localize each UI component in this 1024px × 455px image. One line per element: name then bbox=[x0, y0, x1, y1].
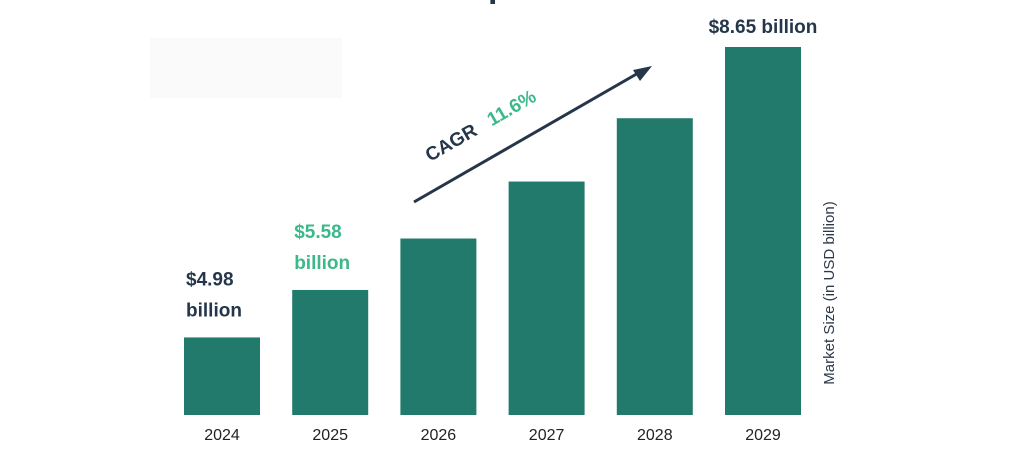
x-tick-2027: 2027 bbox=[529, 427, 565, 444]
y-axis-label: Market Size (in USD billion) bbox=[821, 201, 838, 384]
x-tick-labels: 2024 2025 2026 2027 2028 2029 bbox=[204, 427, 781, 444]
bars-group bbox=[184, 47, 801, 416]
cagr-arrow bbox=[413, 70, 641, 204]
x-tick-2028: 2028 bbox=[637, 427, 673, 444]
bar-2024 bbox=[184, 337, 260, 415]
chart-title-fragment: p bbox=[488, 0, 528, 4]
data-label-2024: $4.98 billion bbox=[186, 269, 242, 321]
data-label-2025: $5.58 billion bbox=[294, 222, 350, 274]
x-tick-2025: 2025 bbox=[312, 427, 348, 444]
data-label-2029: $8.65 billion bbox=[709, 17, 818, 38]
cagr-value: 11.6% bbox=[484, 86, 540, 131]
chart-title: p bbox=[488, 0, 528, 4]
bar-2028 bbox=[616, 118, 693, 416]
x-tick-2024: 2024 bbox=[204, 427, 240, 444]
x-tick-2029: 2029 bbox=[745, 427, 781, 444]
x-tick-2026: 2026 bbox=[421, 427, 457, 444]
data-labels: $4.98 billion $5.58 billion $8.65 billion bbox=[186, 17, 817, 321]
bar-2029 bbox=[725, 47, 801, 415]
cagr-prefix: CAGR bbox=[422, 120, 481, 166]
blank-header-panel bbox=[150, 38, 342, 98]
bar-2027 bbox=[508, 181, 585, 415]
bar-2025 bbox=[292, 289, 369, 415]
cagr-arrowhead-icon bbox=[633, 66, 652, 81]
bar-2026 bbox=[400, 238, 477, 415]
svg-text:CAGR 11.6%: CAGR 11.6% bbox=[422, 86, 540, 166]
